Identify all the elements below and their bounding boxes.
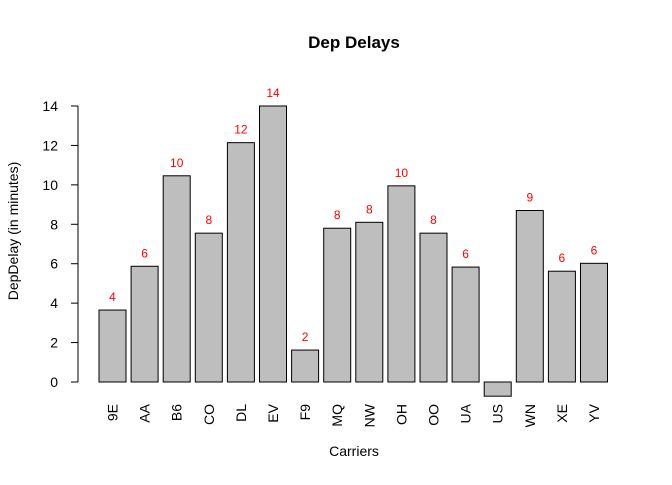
x-tick-label-ua: UA — [458, 403, 474, 423]
y-axis: 0 2 4 6 8 10 12 14 — [42, 98, 79, 390]
x-tick-label-aa: AA — [137, 403, 153, 422]
x-tick-label-b6: B6 — [169, 404, 185, 421]
x-tick-label-oo: OO — [426, 404, 442, 426]
y-tick-label-14: 14 — [42, 98, 58, 114]
data-label-co: 8 — [205, 213, 212, 227]
y-tick-label-6: 6 — [50, 256, 58, 272]
bar-mq — [323, 227, 352, 383]
bar-9e — [98, 309, 127, 383]
x-tick-label-us: US — [490, 404, 506, 423]
y-tick-label-10: 10 — [42, 177, 58, 193]
bar-co — [194, 232, 223, 383]
bar-ev — [259, 105, 287, 383]
x-tick-label-f9: F9 — [297, 404, 313, 421]
data-label-wn: 9 — [526, 190, 533, 204]
x-tick-label-nw: NW — [361, 403, 377, 427]
bar-dl — [226, 142, 255, 383]
x-tick-label-dl: DL — [233, 404, 249, 422]
x-tick-label-co: CO — [201, 404, 217, 425]
bar-wn — [515, 209, 544, 383]
data-label-ev: 14 — [266, 86, 280, 100]
y-tick-label-8: 8 — [50, 216, 58, 232]
bar-b6 — [162, 175, 191, 383]
data-label-xe: 6 — [559, 251, 566, 265]
x-tick-label-9e: 9E — [105, 404, 121, 421]
data-labels: 4 6 10 8 12 14 2 8 8 10 8 6 9 6 6 — [109, 86, 598, 344]
x-tick-labels: 9E AA B6 CO DL EV F9 MQ NW OH OO UA US WN XE YV — [105, 403, 603, 427]
bars-layer — [98, 105, 608, 397]
bar-yv — [580, 262, 608, 383]
y-tick-label-2: 2 — [50, 335, 58, 351]
data-label-aa: 6 — [141, 246, 148, 260]
data-label-f9: 2 — [302, 330, 309, 344]
data-label-mq: 8 — [334, 208, 341, 222]
y-axis-label: DepDelay (in minutes) — [5, 162, 21, 301]
y-tick-label-0: 0 — [50, 374, 58, 390]
bar-oo — [419, 232, 448, 383]
bar-us — [483, 381, 512, 397]
y-tick-label-12: 12 — [42, 137, 58, 153]
x-tick-label-ev: EV — [265, 403, 281, 422]
y-tick-label-4: 4 — [50, 295, 58, 311]
x-tick-label-yv: YV — [586, 403, 602, 422]
data-label-oh: 10 — [395, 166, 409, 180]
data-label-ua: 6 — [462, 247, 469, 261]
chart-title: Dep Delays — [308, 33, 400, 52]
x-tick-label-xe: XE — [554, 404, 570, 423]
data-label-yv: 6 — [591, 243, 598, 257]
bar-aa — [130, 265, 159, 383]
x-tick-label-mq: MQ — [329, 404, 345, 427]
x-axis-label: Carriers — [329, 443, 379, 459]
data-label-nw: 8 — [366, 202, 373, 216]
data-label-9e: 4 — [109, 290, 116, 304]
bar-nw — [355, 221, 384, 383]
bar-xe — [547, 270, 576, 383]
bar-ua — [451, 266, 480, 383]
x-tick-label-oh: OH — [393, 404, 409, 425]
data-label-dl: 12 — [234, 123, 248, 137]
x-tick-label-wn: WN — [522, 404, 538, 427]
bar-oh — [387, 185, 416, 383]
bar-f9 — [291, 349, 320, 383]
data-label-oo: 8 — [430, 213, 437, 227]
data-label-b6: 10 — [170, 156, 184, 170]
